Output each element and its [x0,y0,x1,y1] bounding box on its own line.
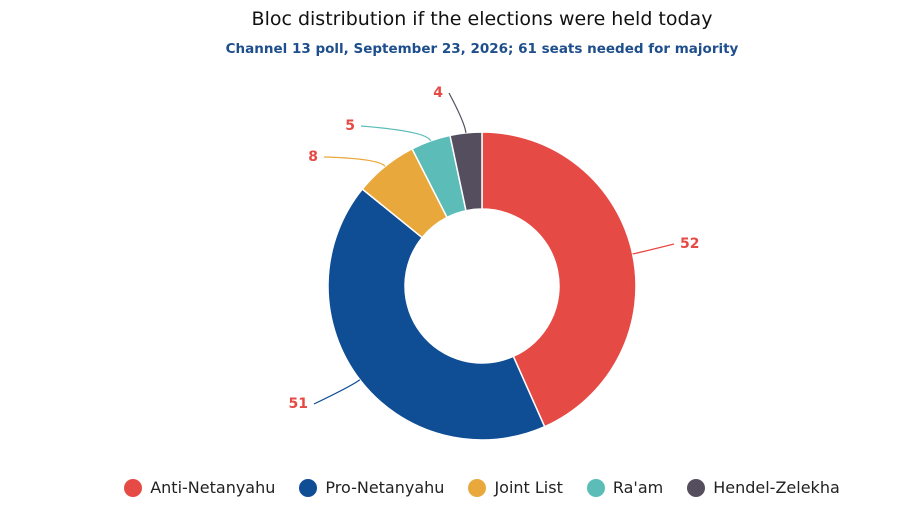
legend-label-hendel-zelekha: Hendel-Zelekha [713,478,840,497]
chart-subtitle: Channel 13 poll, September 23, 2026; 61 … [225,41,739,57]
legend-swatch-joint-list [468,478,487,497]
legend-swatch-hendel-zelekha [687,478,706,497]
slice-anti-netanyahu [481,131,637,428]
legend-item-anti-netanyahu[interactable]: Anti-Netanyahu [124,478,275,497]
legend: Anti-Netanyahu Pro-Netanyahu Joint List Ra'… [0,478,903,497]
leader-line-ra-am [360,125,432,142]
legend-swatch-pro-netanyahu [299,478,318,497]
legend-label-anti-netanyahu: Anti-Netanyahu [150,478,276,497]
legend-item-ra-am[interactable]: Ra'am [586,478,664,497]
data-label-anti-netanyahu: 52 [680,236,699,252]
data-label-ra-am: 5 [345,118,355,134]
chart-title: Bloc distribution if the elections were … [251,8,713,30]
legend-label-pro-netanyahu: Pro-Netanyahu [325,478,445,497]
legend-item-pro-netanyahu[interactable]: Pro-Netanyahu [299,478,444,497]
data-label-joint-list: 8 [308,149,318,165]
legend-item-joint-list[interactable]: Joint List [468,478,563,497]
leader-line-pro-netanyahu [313,379,361,405]
slice-pro-netanyahu [327,188,546,441]
leader-line-hendel-zelekha [448,92,467,133]
legend-label-ra-am: Ra'am [612,478,664,497]
leader-line-joint-list [323,156,386,167]
leader-line-anti-netanyahu [632,243,675,255]
data-label-pro-netanyahu: 51 [289,396,308,412]
legend-label-joint-list: Joint List [494,478,563,497]
slice-hendel-zelekha [449,131,483,212]
legend-item-hendel-zelekha[interactable]: Hendel-Zelekha [687,478,840,497]
legend-swatch-ra-am [586,478,605,497]
data-label-hendel-zelekha: 4 [433,85,443,101]
legend-swatch-anti-netanyahu [124,478,143,497]
